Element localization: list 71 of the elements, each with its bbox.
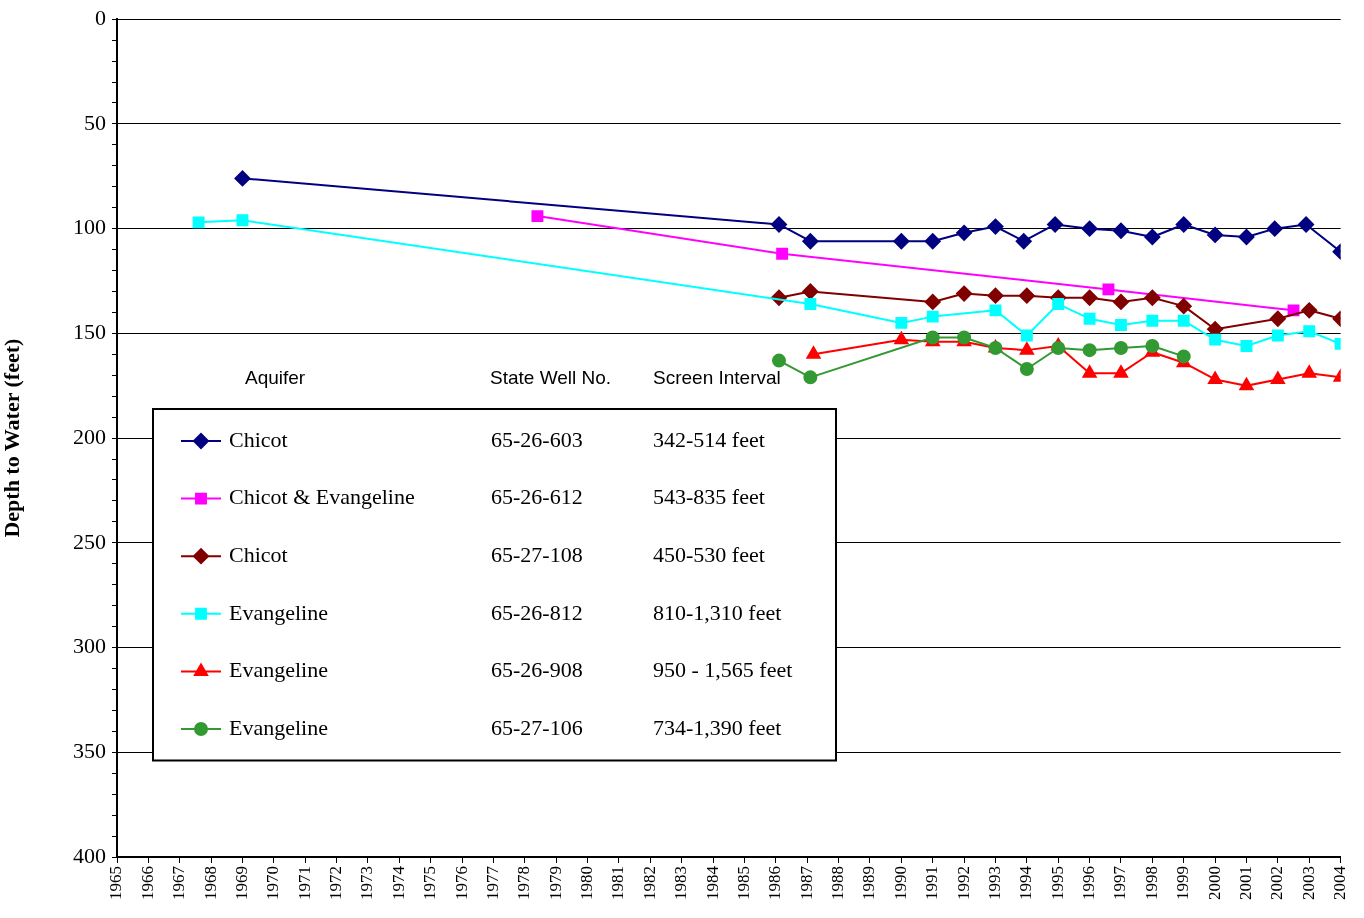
x-tick-label: 1987	[796, 865, 816, 900]
x-tick-label: 1971	[294, 866, 314, 900]
legend-title: Aquifer	[245, 367, 306, 389]
x-tick-label: 1994	[1016, 865, 1036, 900]
x-tick-label: 1968	[200, 866, 220, 900]
x-tick-label: 1967	[169, 865, 189, 900]
annotation: 810-1,310 feet	[653, 599, 782, 625]
x-tick-label: 1966	[137, 866, 157, 900]
x-tick-label: 2000	[1204, 866, 1224, 900]
x-tick-label: 1989	[859, 866, 879, 900]
legend-label: Evangeline	[229, 599, 328, 625]
legend-label: Evangeline	[229, 657, 328, 683]
x-tick-label: 1986	[765, 866, 785, 900]
x-tick-label: 1981	[608, 866, 628, 900]
annotation: 342-514 feet	[653, 426, 765, 452]
x-tick-label: 1983	[671, 866, 691, 900]
x-tick-label: 1982	[639, 866, 659, 900]
x-tick-label: 1979	[545, 866, 565, 900]
x-tick-label: 1990	[890, 866, 910, 900]
x-tick-label: 2003	[1298, 866, 1318, 900]
annotation: 65-27-108	[491, 541, 583, 567]
x-tick-label: 1993	[984, 866, 1004, 900]
x-tick-label: 1984	[702, 865, 722, 900]
x-tick-label: 1996	[1079, 866, 1099, 900]
x-tick-label: 2002	[1267, 866, 1287, 900]
legend-label: Evangeline	[229, 714, 328, 740]
annotation: 543-835 feet	[653, 484, 765, 510]
x-tick-label: 1985	[733, 866, 753, 900]
x-tick-label: 1965	[106, 866, 126, 900]
x-tick-label: 1997	[1110, 865, 1130, 900]
x-tick-label: 1978	[514, 866, 534, 900]
x-tick-label: 1977	[482, 865, 502, 900]
x-tick-label: 1992	[953, 866, 973, 900]
y-tick-label: 250	[73, 528, 106, 554]
x-tick-label: 1991	[922, 866, 942, 900]
y-tick-label: 350	[73, 738, 106, 764]
x-tick-label: 1995	[1047, 866, 1067, 900]
y-tick-label: 300	[73, 633, 106, 659]
x-tick-label: 1998	[1141, 866, 1161, 900]
annotation: 65-27-106	[491, 714, 583, 740]
y-tick-label: 150	[73, 319, 106, 345]
x-tick-label: 1970	[263, 866, 283, 900]
y-tick-label: 50	[84, 109, 106, 135]
y-tick-label: 400	[73, 842, 106, 868]
x-tick-label: 1988	[828, 866, 848, 900]
annotation: State Well No.	[490, 367, 612, 389]
y-tick-label: 200	[73, 423, 106, 449]
annotation: 65-26-612	[491, 484, 583, 510]
y-axis-title: Depth to Water (feet)	[0, 338, 24, 538]
annotation: Screen Interval	[653, 367, 781, 389]
legend-label: Chicot & Evangeline	[229, 484, 415, 510]
annotation: 950 - 1,565 feet	[653, 657, 793, 683]
annotation: 65-26-812	[491, 599, 583, 625]
x-tick-label: 1999	[1173, 866, 1193, 900]
annotation: 65-26-603	[491, 426, 583, 452]
x-tick-label: 1980	[577, 866, 597, 900]
y-tick-label: 100	[73, 214, 106, 240]
y-tick-label: 0	[95, 4, 106, 30]
x-tick-label: 1969	[231, 866, 251, 900]
x-tick-label: 1972	[326, 866, 346, 900]
annotation: 65-26-908	[491, 657, 583, 683]
x-tick-label: 2004	[1330, 865, 1350, 900]
legend-label: Chicot	[229, 426, 288, 452]
x-tick-label: 1974	[388, 865, 408, 900]
annotation: 450-530 feet	[653, 541, 765, 567]
legend-label: Chicot	[229, 541, 288, 567]
annotation: 734-1,390 feet	[653, 714, 782, 740]
x-tick-label: 2001	[1235, 866, 1255, 900]
x-tick-label: 1976	[451, 866, 471, 900]
x-tick-label: 1973	[357, 866, 377, 900]
x-tick-label: 1975	[420, 866, 440, 900]
